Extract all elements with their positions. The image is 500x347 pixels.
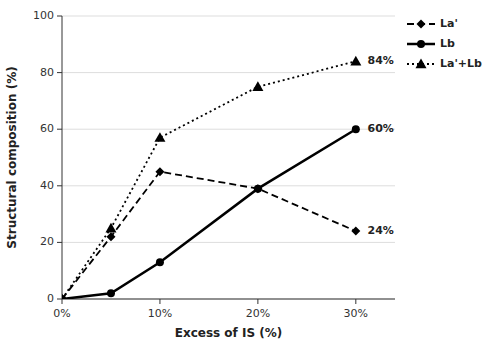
y-tick — [57, 185, 62, 186]
y-tick-label: 60 — [40, 122, 54, 135]
x-tick-label: 0% — [53, 307, 70, 320]
data-point — [107, 289, 115, 297]
data-point — [155, 167, 164, 176]
plot-data — [62, 56, 361, 299]
y-tick — [57, 16, 62, 17]
axes: 0 20 40 60 80 100 0% 10% 20% 30% — [33, 9, 395, 320]
x-tick — [159, 299, 160, 304]
legend-marker — [417, 20, 426, 29]
x-axis-line — [62, 299, 395, 300]
y-axis-label: Structural composition (%) — [5, 66, 19, 248]
data-point — [351, 227, 360, 236]
y-tick-label: 100 — [33, 9, 54, 22]
legend-label: La'+Lb — [440, 57, 482, 70]
x-tick-label: 10% — [148, 307, 172, 320]
series-line — [62, 61, 356, 299]
grid-line — [62, 242, 395, 243]
data-point — [156, 258, 164, 266]
x-tick-label: 30% — [344, 307, 368, 320]
x-axis-label: Excess of IS (%) — [175, 326, 283, 340]
data-point — [62, 295, 67, 300]
grid-line — [62, 72, 395, 73]
annotation: 60% — [368, 122, 394, 135]
series-line — [62, 172, 356, 299]
data-point — [350, 56, 361, 66]
y-tick-label: 80 — [40, 66, 54, 79]
x-tick — [257, 299, 258, 304]
y-tick-label: 0 — [47, 292, 54, 305]
grid-line — [62, 129, 395, 130]
legend-marker — [417, 40, 425, 48]
grid-line — [62, 16, 395, 17]
y-axis-line — [62, 16, 63, 299]
y-tick — [57, 242, 62, 243]
x-tick-label: 20% — [246, 307, 270, 320]
legend-label: La' — [440, 17, 458, 30]
data-point — [254, 185, 262, 193]
series-line — [62, 129, 356, 299]
data-point — [154, 132, 165, 142]
data-point — [105, 223, 116, 233]
y-tick — [57, 72, 62, 73]
y-tick — [57, 129, 62, 130]
legend: La' Lb La'+Lb — [407, 17, 482, 70]
y-tick-label: 20 — [40, 235, 54, 248]
grid-line — [62, 299, 395, 300]
data-point — [252, 81, 263, 91]
grid-line — [62, 185, 395, 186]
chart: 0 20 40 60 80 100 0% 10% 20% 30% Excess of IS (%) S… — [0, 0, 500, 347]
y-tick-label: 40 — [40, 179, 54, 192]
data-point — [352, 125, 360, 133]
data-point — [106, 232, 115, 241]
x-tick — [62, 299, 63, 304]
annotation: 84% — [368, 54, 394, 67]
annotations: 84% 60% 24% — [368, 54, 394, 237]
x-tick — [355, 299, 356, 304]
data-point — [62, 294, 68, 300]
y-tick — [57, 299, 62, 300]
legend-marker — [416, 59, 427, 69]
annotation: 24% — [368, 224, 394, 237]
legend-label: Lb — [440, 37, 455, 50]
